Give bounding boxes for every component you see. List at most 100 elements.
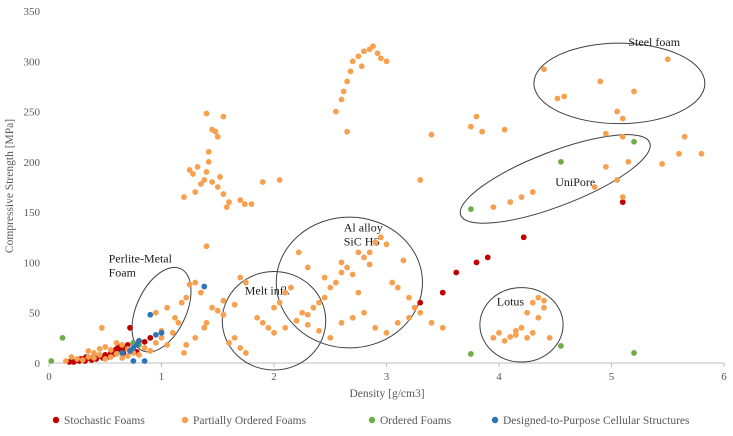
data-point (316, 299, 322, 306)
data-point (201, 177, 208, 183)
data-point (223, 204, 230, 211)
data-point (490, 204, 497, 211)
data-point (178, 299, 185, 306)
data-point (338, 259, 345, 266)
data-point (254, 314, 261, 321)
data-point (349, 58, 356, 65)
data-point (201, 324, 208, 331)
data-point (183, 341, 190, 348)
data-point (361, 254, 367, 261)
data-point (214, 133, 221, 140)
data-point (554, 95, 561, 102)
data-point (507, 333, 514, 340)
y-tick-label: 0 (35, 358, 41, 370)
data-point (220, 297, 227, 304)
axes: 0 1 2 3 4 5 6 0 50 100 150 200 250 300 350 (24, 6, 728, 383)
data-point (355, 53, 362, 60)
data-point (372, 324, 379, 331)
data-point (496, 329, 502, 336)
legend-label: Ordered Foams (380, 415, 452, 427)
annotation-ellipse (533, 42, 706, 125)
data-point (141, 358, 148, 364)
x-tick-label: 4 (496, 371, 502, 383)
annotation-ellipse (221, 270, 327, 371)
data-point (529, 329, 536, 336)
data-point (501, 126, 508, 133)
series-group (62, 43, 705, 364)
data-point (479, 128, 486, 135)
data-point (231, 301, 238, 308)
data-point (91, 350, 97, 356)
data-point (340, 88, 347, 95)
annotation-ellipse (459, 134, 651, 224)
data-point (676, 150, 682, 157)
data-point (520, 234, 527, 241)
data-point (85, 348, 92, 354)
data-point (192, 334, 199, 341)
data-point (332, 279, 339, 286)
legend-label: Designed-to-Purpose Cellular Structures (503, 415, 690, 427)
data-point (377, 234, 384, 241)
data-point (453, 269, 460, 276)
data-point (169, 329, 176, 336)
data-point (327, 334, 334, 341)
data-point (361, 309, 367, 316)
data-point (304, 311, 311, 318)
data-point (271, 304, 277, 311)
legend-marker (52, 416, 60, 424)
x-tick-label: 6 (721, 371, 727, 383)
data-point (439, 289, 446, 296)
data-point (183, 294, 190, 301)
data-point (541, 297, 547, 304)
data-point (282, 289, 289, 296)
data-point (172, 314, 178, 321)
data-point (282, 324, 289, 331)
data-point (619, 199, 626, 205)
data-point (62, 358, 69, 364)
data-point (295, 249, 302, 256)
legend-marker (491, 416, 499, 424)
x-tick-label: 5 (609, 371, 615, 383)
data-point (338, 269, 345, 276)
data-point (242, 279, 249, 286)
data-point (119, 350, 126, 356)
data-point (190, 171, 196, 177)
data-point (698, 150, 705, 157)
data-point (175, 319, 182, 326)
data-point (287, 284, 294, 291)
data-point (197, 289, 204, 296)
data-point (383, 58, 390, 65)
data-point (428, 131, 435, 138)
data-point (383, 329, 390, 336)
data-point (237, 197, 244, 203)
data-point (214, 307, 221, 314)
annotation-label: Foam (109, 265, 137, 279)
data-point (181, 194, 187, 200)
data-point (136, 337, 142, 344)
data-point (417, 309, 424, 316)
data-point (659, 160, 666, 167)
data-point (619, 133, 626, 140)
data-point (68, 354, 75, 360)
data-point (473, 259, 480, 266)
data-point (546, 334, 553, 341)
annotation-label: Perlite-Metal (109, 251, 173, 265)
annotation-label: Lotus (497, 295, 525, 309)
data-point (220, 311, 227, 318)
data-point (127, 324, 133, 331)
annotation-ellipse (131, 266, 192, 353)
data-point (259, 179, 266, 185)
data-point (561, 93, 568, 100)
y-tick-label: 50 (29, 308, 41, 320)
data-point (130, 358, 137, 364)
data-point (119, 341, 126, 348)
data-point (349, 314, 356, 321)
data-point (400, 257, 407, 264)
data-point (152, 309, 159, 316)
data-point (619, 194, 626, 200)
data-point (366, 249, 373, 256)
data-point (276, 299, 283, 306)
data-point (79, 357, 86, 363)
